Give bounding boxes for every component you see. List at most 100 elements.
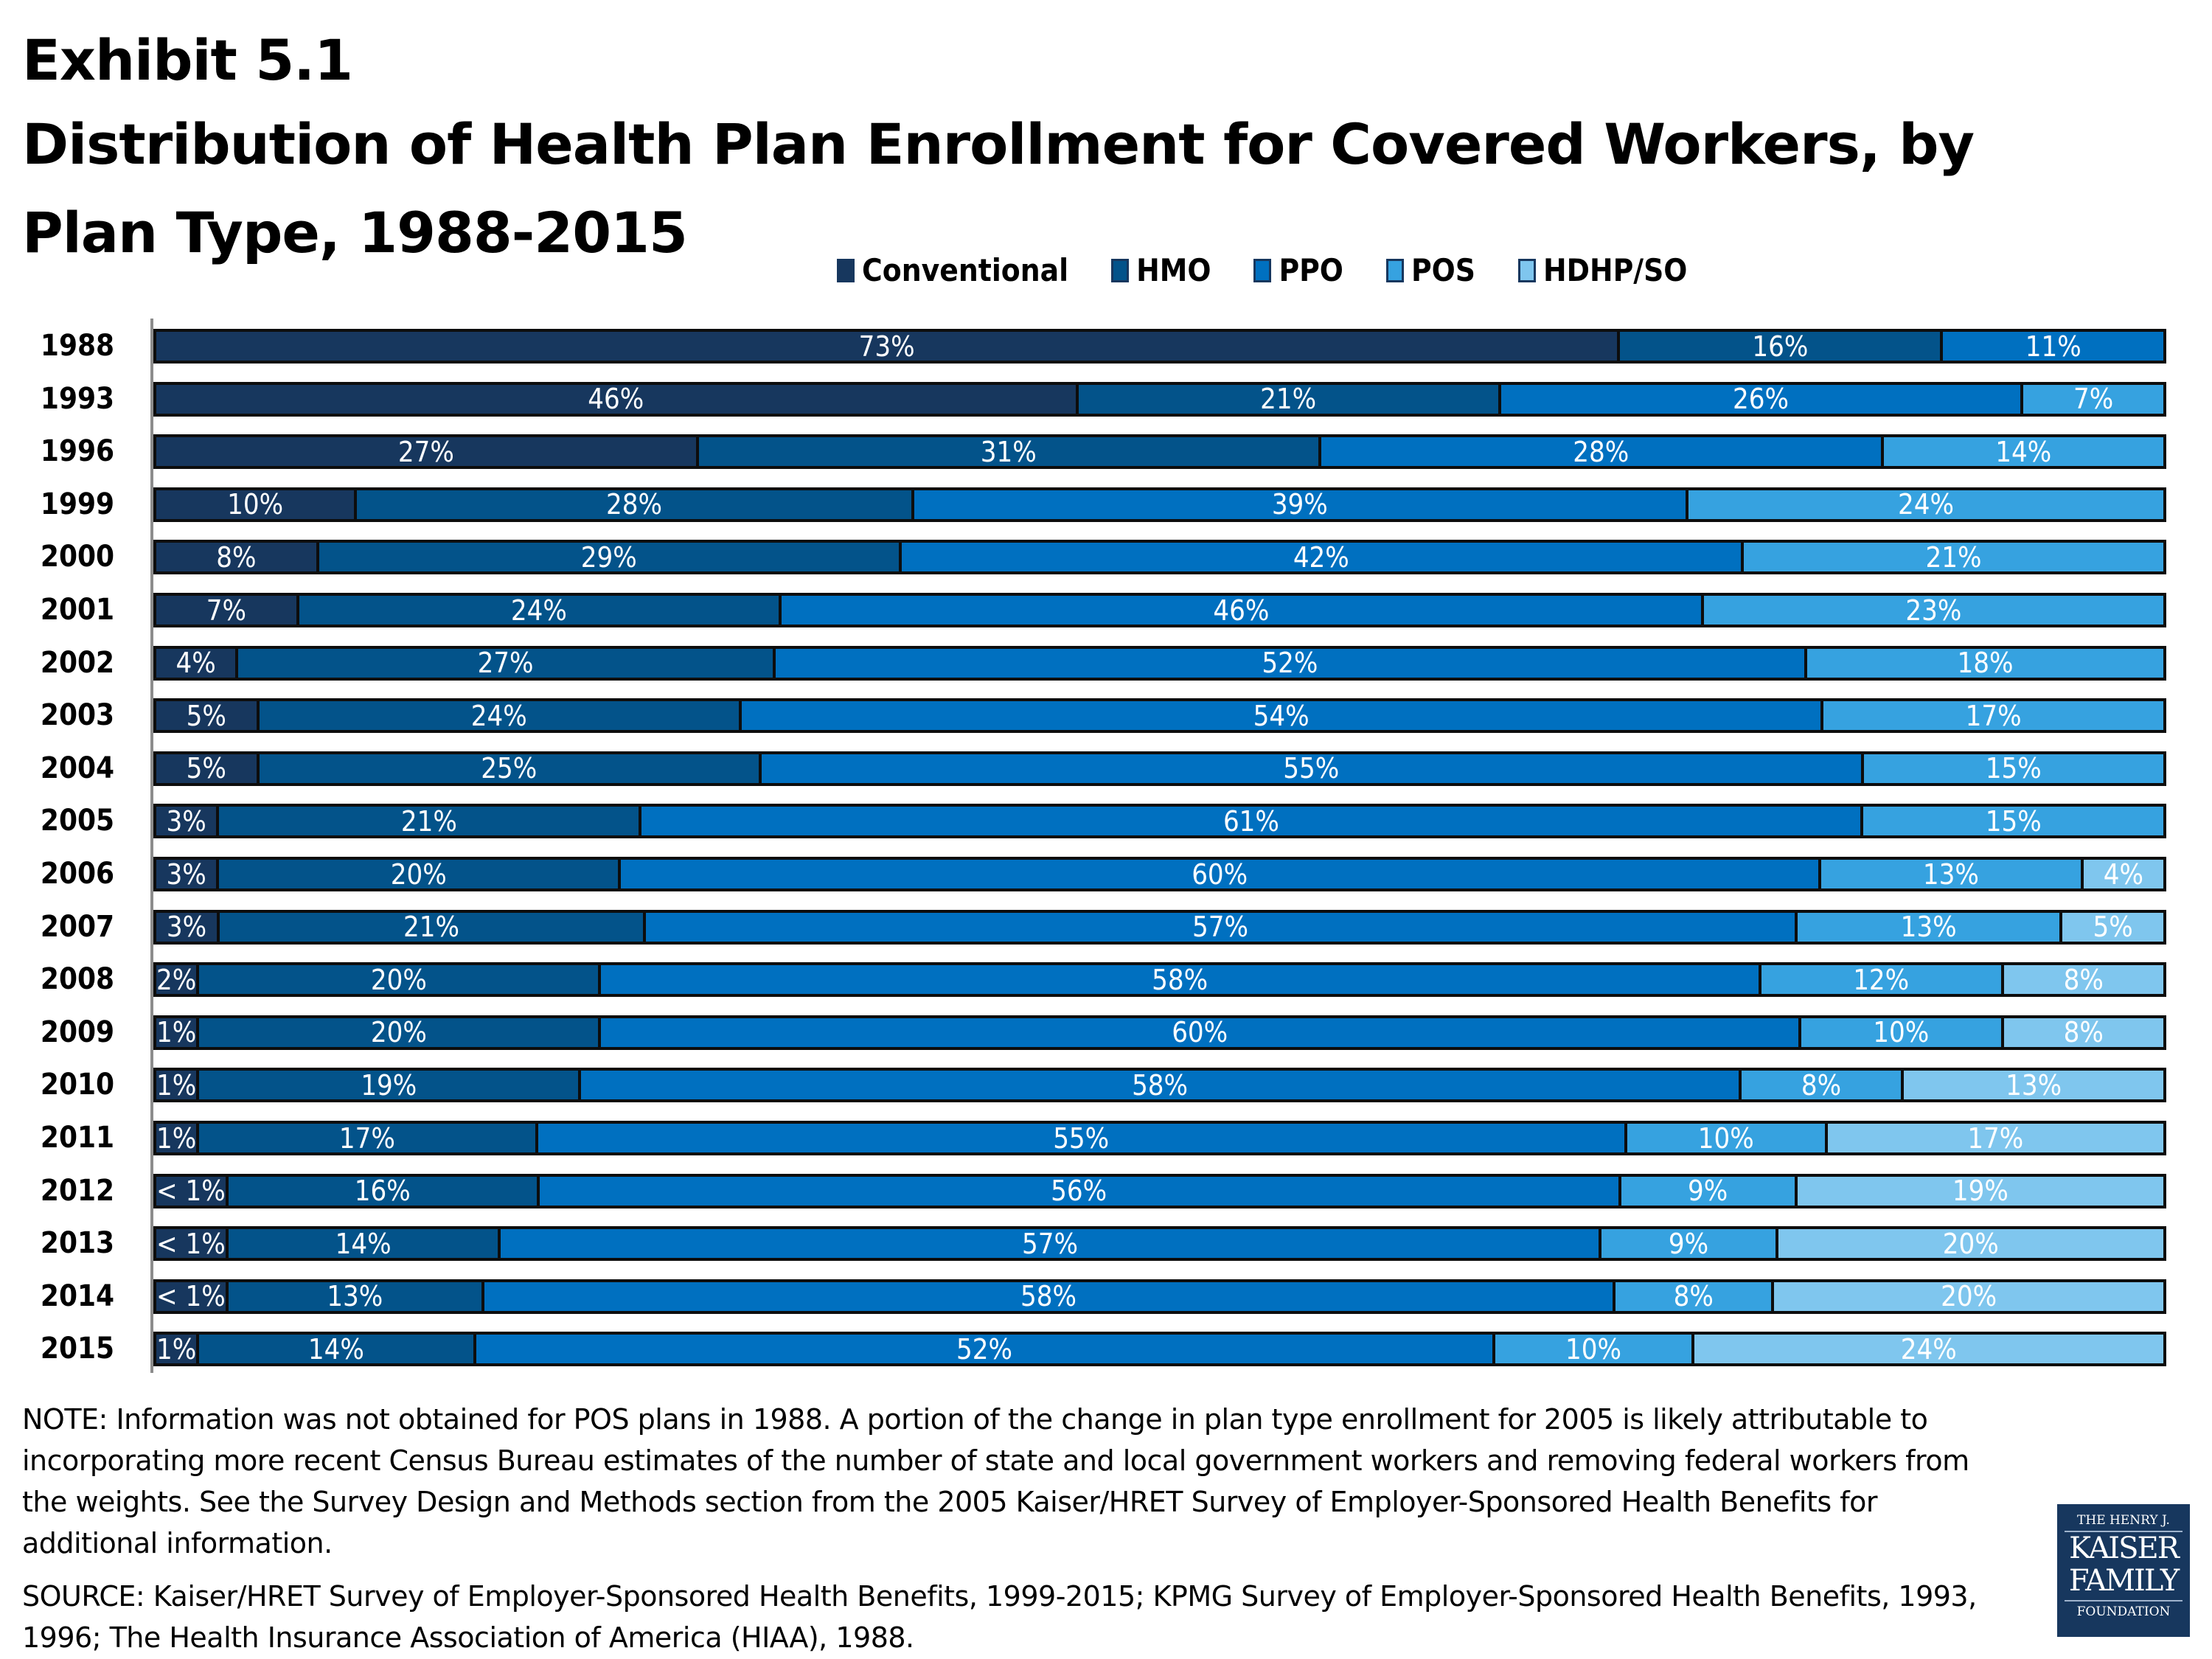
- category-label: 2007: [40, 909, 115, 944]
- category-label: 2005: [40, 804, 115, 838]
- data-label: 15%: [1985, 804, 2042, 838]
- data-label: 18%: [1957, 647, 2014, 680]
- data-label: 8%: [1801, 1068, 1842, 1102]
- bar-segment: 13%: [1904, 1069, 2163, 1102]
- data-label: 20%: [390, 858, 447, 891]
- data-label: 20%: [370, 1016, 427, 1049]
- bar-segment: 16%: [1620, 330, 1941, 363]
- legend-item: HDHP/SO: [1517, 252, 1687, 288]
- bar-segment: 21%: [1078, 383, 1498, 416]
- data-label: 73%: [858, 330, 915, 363]
- bar-segment: 15%: [1863, 752, 2163, 785]
- bar-segment: 20%: [199, 964, 599, 996]
- data-label: 54%: [1253, 699, 1310, 732]
- data-label: 8%: [1673, 1280, 1714, 1313]
- bar-segment: 13%: [1798, 911, 2060, 943]
- legend-item: Conventional: [837, 252, 1068, 288]
- bar-segment: 27%: [238, 647, 773, 680]
- data-label: 24%: [1900, 1332, 1957, 1366]
- data-label: 19%: [1952, 1175, 2008, 1208]
- bar-segment: 24%: [1694, 1332, 2163, 1366]
- data-label: 21%: [1260, 383, 1317, 416]
- bar-segment: 5%: [156, 699, 257, 732]
- bar-segment: 7%: [156, 594, 296, 627]
- category-label: 2003: [40, 698, 115, 733]
- data-label: 10%: [1697, 1121, 1754, 1155]
- bar-segment: 58%: [581, 1069, 1739, 1102]
- bar-segment: 10%: [1495, 1333, 1691, 1366]
- legend-label: POS: [1411, 252, 1475, 288]
- data-label: < 1%: [156, 1175, 226, 1208]
- data-label: 58%: [1152, 963, 1208, 996]
- data-label: 1%: [156, 1016, 197, 1049]
- bar-segment: 60%: [601, 1016, 1798, 1049]
- data-label: 13%: [327, 1280, 383, 1313]
- category-label: 2001: [40, 593, 115, 627]
- bar-segment: 28%: [1321, 436, 1881, 468]
- category-label: 1996: [40, 434, 115, 469]
- bar-row: 46% 21% 26% 7%: [153, 381, 2166, 417]
- bar-segment: 60%: [621, 858, 1818, 891]
- bar-segment: 14%: [1883, 436, 2163, 468]
- bar-segment: 58%: [601, 963, 1759, 996]
- bar-segment: 20%: [1774, 1280, 2163, 1312]
- bar-segment: 46%: [156, 383, 1076, 416]
- bar-segment: 2%: [156, 964, 197, 996]
- category-label: 2012: [40, 1173, 115, 1208]
- category-label: 2002: [40, 645, 115, 680]
- legend-swatch: [1517, 258, 1536, 282]
- data-label: 57%: [1021, 1227, 1078, 1260]
- category-label: 2009: [40, 1015, 115, 1049]
- data-label: 4%: [2103, 858, 2143, 891]
- bar-row: 27% 31% 28% 14%: [153, 434, 2166, 470]
- bar-segment: 10%: [1627, 1121, 1825, 1155]
- category-label: 2000: [40, 540, 115, 574]
- data-label: 24%: [1898, 488, 1954, 521]
- bar-segment: 21%: [1743, 541, 2163, 574]
- category-label: 1988: [40, 329, 115, 363]
- data-label: 19%: [361, 1068, 417, 1102]
- bar-segment: 24%: [259, 700, 739, 732]
- data-label: 5%: [186, 699, 226, 732]
- bar-segment: 9%: [1601, 1228, 1775, 1260]
- category-label: 2010: [40, 1068, 115, 1102]
- data-label: 1%: [156, 1068, 197, 1102]
- data-label: 60%: [1172, 1016, 1228, 1049]
- bar-row: 1% 19% 58% 8% 13%: [153, 1068, 2166, 1103]
- category-label: 2013: [40, 1226, 115, 1261]
- bar-segment: 9%: [1621, 1175, 1795, 1207]
- data-label: 8%: [2063, 1016, 2104, 1049]
- bar-segment: 46%: [782, 594, 1701, 627]
- bar-segment: < 1%: [156, 1175, 226, 1208]
- bar-segment: 5%: [156, 752, 257, 785]
- chart-note: NOTE: Information was not obtained for P…: [22, 1403, 1969, 1559]
- data-label: 27%: [477, 647, 534, 680]
- data-label: 20%: [1942, 1227, 1999, 1260]
- bar-segment: 19%: [1797, 1175, 2163, 1208]
- bar-segment: < 1%: [156, 1280, 226, 1312]
- chart-title: Distribution of Health Plan Enrollment f…: [22, 111, 1975, 265]
- bar-segment: 13%: [228, 1280, 481, 1313]
- data-label: 13%: [1922, 858, 1979, 891]
- bar-segment: 10%: [156, 488, 355, 521]
- data-label: 10%: [1873, 1016, 1930, 1049]
- data-label: 25%: [481, 752, 538, 785]
- category-label: 2006: [40, 857, 115, 891]
- legend-swatch: [1385, 258, 1404, 282]
- bar-segment: 4%: [2083, 858, 2163, 891]
- bar-segment: 3%: [156, 858, 217, 891]
- data-label: 8%: [216, 540, 257, 574]
- bar-segment: 7%: [2023, 383, 2163, 415]
- bar-row: 3% 21% 61% 15%: [153, 804, 2166, 839]
- data-label: 46%: [588, 383, 644, 416]
- bar-row: 8% 29% 42% 21%: [153, 540, 2166, 575]
- bar-row: 2% 20% 58% 12% 8%: [153, 962, 2166, 998]
- data-label: 61%: [1222, 804, 1279, 838]
- data-label: 4%: [175, 647, 216, 680]
- bar-segment: 8%: [2003, 964, 2163, 996]
- bar-segment: 21%: [219, 805, 639, 838]
- data-label: < 1%: [156, 1227, 226, 1260]
- data-label: 15%: [1985, 752, 2042, 785]
- bar-row: 4% 27% 52% 18%: [153, 645, 2166, 681]
- bar-segment: 17%: [1827, 1122, 2163, 1155]
